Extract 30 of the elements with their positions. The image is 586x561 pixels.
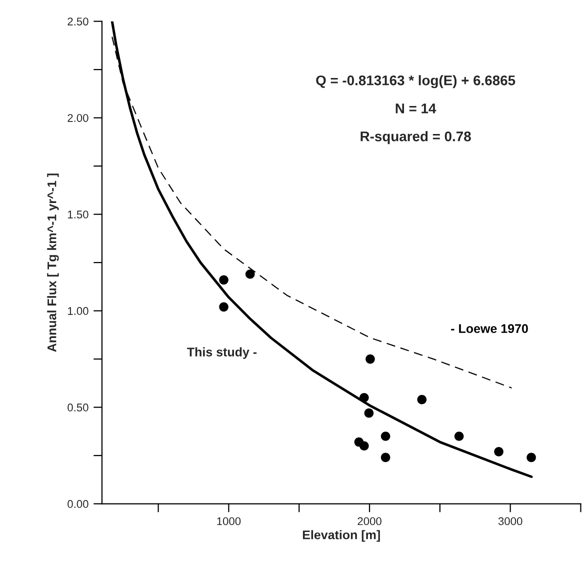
point xyxy=(380,432,390,441)
x-axis-title: Elevation [m] xyxy=(302,530,380,542)
point xyxy=(360,392,369,402)
line-series xyxy=(110,21,533,478)
y-tick-label: 1.50 xyxy=(68,210,88,218)
point xyxy=(454,432,464,441)
y-tick-label: 2.00 xyxy=(68,114,88,122)
point xyxy=(219,275,228,285)
point xyxy=(494,447,504,456)
point xyxy=(366,354,375,364)
text: - Loewe 1970 xyxy=(451,324,528,334)
point xyxy=(364,408,374,418)
point xyxy=(219,302,228,312)
point xyxy=(245,269,255,279)
annotation: R-squared = 0.78 xyxy=(360,131,471,144)
x-tick-label: 2000 xyxy=(358,517,382,526)
y-axis-title: Annual Flux [ Tg km^-1 yr^-1 ] xyxy=(47,174,59,352)
point xyxy=(417,394,427,404)
y-tick-label: 0.00 xyxy=(68,500,88,508)
y-tick-label: 0.50 xyxy=(68,404,88,412)
x-tick-label: 1000 xyxy=(217,517,241,526)
point xyxy=(380,452,390,462)
annotation: Q = -0.813163 * log(E) + 6.6865 xyxy=(316,75,516,88)
y-tick-label: 1.00 xyxy=(68,307,88,315)
series-label: This study - xyxy=(187,347,257,359)
point xyxy=(360,441,369,451)
annotation: N = 14 xyxy=(396,104,436,114)
x-tick-label: 3000 xyxy=(498,517,522,526)
y-tick-label: 2.50 xyxy=(68,18,88,26)
point xyxy=(526,452,536,462)
